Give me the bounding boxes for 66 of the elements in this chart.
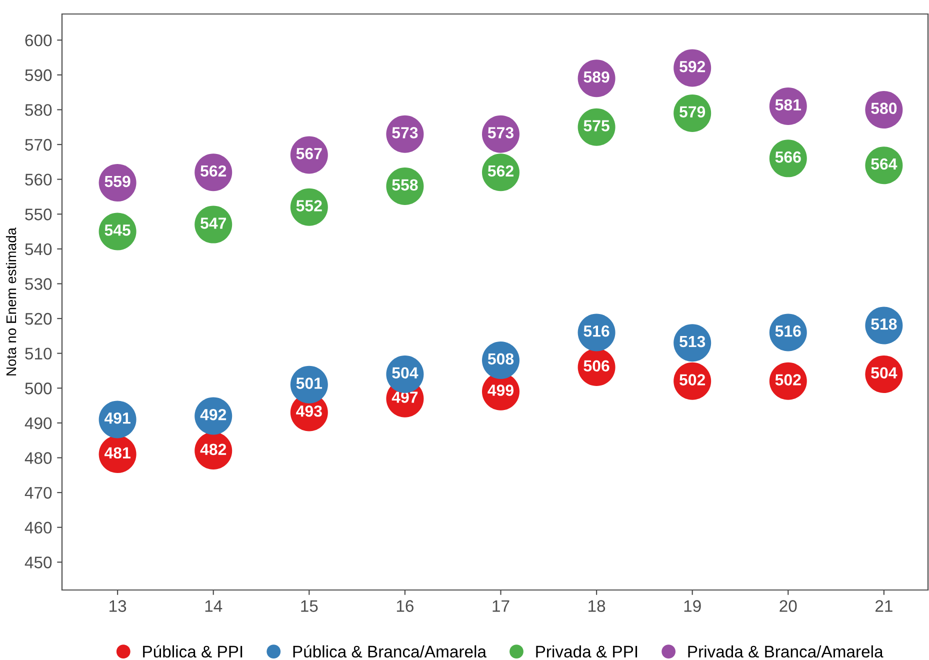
data-label: 567	[296, 148, 322, 160]
legend-label: Privada & Branca/Amarela	[688, 645, 884, 658]
y-tick-label: 470	[24, 486, 52, 499]
y-tick-label: 530	[25, 278, 52, 290]
y-tick-label: 570	[25, 138, 52, 151]
data-label: 481	[104, 447, 130, 459]
legend-label: Privada & PPI	[536, 645, 638, 658]
x-tick-label: 13	[110, 600, 126, 612]
data-label: 559	[104, 176, 130, 188]
legend-label: Pública & Branca/Amarela	[293, 645, 486, 658]
data-label: 516	[775, 325, 801, 337]
data-label: 566	[775, 151, 801, 163]
y-axis-title: Nota no Enem estimada	[6, 227, 16, 376]
data-label: 573	[392, 127, 418, 138]
y-tick-label: 580	[25, 104, 52, 116]
data-label: 580	[871, 102, 897, 114]
data-label: 575	[584, 120, 610, 132]
y-tick-label: 490	[24, 417, 52, 430]
data-label: 564	[871, 158, 898, 170]
y-tick-label: 500	[25, 382, 52, 394]
data-label: 581	[775, 99, 802, 111]
data-label: 502	[775, 374, 801, 386]
data-label: 562	[488, 165, 514, 177]
data-label: 518	[871, 318, 897, 330]
y-tick-label: 560	[25, 174, 52, 186]
data-label: 502	[680, 374, 706, 386]
data-label: 513	[680, 336, 706, 348]
data-label: 592	[680, 60, 706, 72]
data-label: 499	[488, 384, 514, 396]
x-tick-label: 20	[780, 600, 797, 612]
data-label: 491	[104, 412, 130, 424]
x-tick-label: 18	[588, 600, 606, 612]
y-tick-label: 510	[25, 348, 52, 360]
x-tick-label: 17	[492, 600, 510, 612]
data-label: 545	[104, 224, 130, 236]
x-tick-label: 14	[205, 600, 222, 612]
x-tick-label: 21	[876, 600, 892, 612]
data-label: 493	[296, 405, 322, 417]
y-tick-label: 480	[24, 452, 52, 464]
data-label: 506	[584, 360, 610, 372]
data-label: 497	[392, 392, 418, 403]
data-label: 558	[392, 179, 418, 191]
y-tick-label: 450	[24, 556, 52, 568]
legend-label: Pública & PPI	[143, 645, 242, 658]
data-label: 547	[200, 218, 226, 229]
data-label: 562	[200, 165, 226, 177]
data-label: 579	[680, 106, 706, 118]
y-tick-label: 600	[25, 34, 52, 46]
y-tick-label: 590	[25, 69, 52, 82]
data-label: 504	[392, 367, 418, 379]
data-label: 552	[296, 200, 322, 212]
x-tick-label: 16	[396, 600, 414, 612]
y-tick-label: 520	[25, 312, 52, 325]
x-tick-label: 19	[684, 600, 701, 612]
data-label: 504	[871, 367, 898, 379]
data-label: 589	[584, 71, 610, 83]
data-label: 516	[584, 325, 610, 337]
x-tick-label: 15	[301, 600, 318, 612]
data-label: 573	[488, 127, 514, 138]
data-label: 482	[200, 444, 226, 456]
y-tick-label: 550	[25, 208, 52, 220]
data-label: 508	[488, 353, 514, 365]
data-label: 492	[200, 408, 226, 420]
y-tick-label: 540	[25, 243, 52, 256]
data-label: 501	[296, 378, 322, 389]
y-tick-label: 460	[24, 522, 52, 534]
